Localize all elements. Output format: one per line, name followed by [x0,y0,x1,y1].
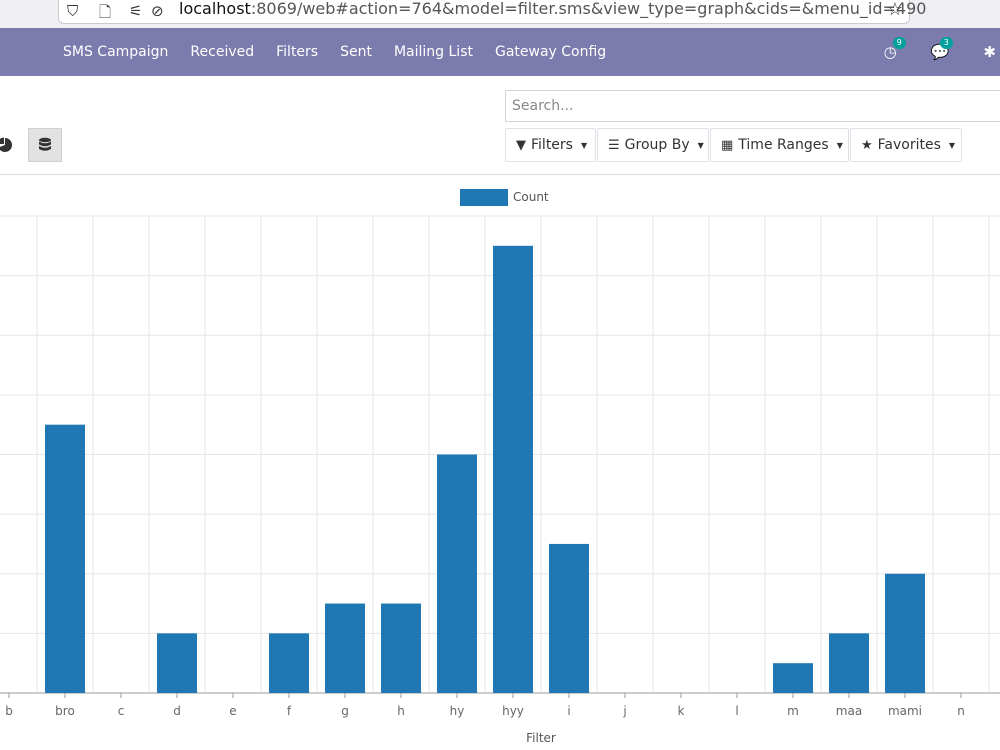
x-tick-label: n [957,704,965,718]
x-tick-label: bro [55,704,75,718]
filters-label: Filters [531,137,573,153]
browser-toolbar: ⛉ 🗋 ⚟ ⊘ localhost:8069/web#action=764&mo… [0,0,1000,28]
nav-item-gateway-config[interactable]: Gateway Config [494,44,607,60]
caret-down-icon: ▼ [948,140,956,150]
mute-icon[interactable]: ⊘ [151,2,164,20]
bar-g[interactable] [325,603,365,693]
bar-f[interactable] [269,633,309,693]
activity-badge: 9 [892,37,906,49]
x-tick-label: c [118,704,125,718]
pie-chart-view-button[interactable] [0,128,22,162]
group-by-dropdown[interactable]: ☰ Group By ▼ [597,128,709,162]
group-by-label: Group By [624,137,690,153]
pie-chart-icon [0,137,13,152]
systray: ◷ 9 💬 3 ✱ [862,28,1000,76]
caret-down-icon: ▼ [697,140,704,150]
x-tick-label: l [735,704,738,718]
caret-down-icon: ▼ [580,140,588,150]
calendar-icon: ▦ [721,137,734,153]
x-tick-label: g [341,704,349,718]
database-icon [39,137,51,151]
shield-icon[interactable]: ⛉ [67,2,79,20]
x-tick-label: hy [450,704,465,718]
url-bar[interactable]: ⛉ 🗋 ⚟ ⊘ localhost:8069/web#action=764&mo… [58,0,926,24]
bar-chart: b bro c d e f g h hy hyy i j k l m maa mami n Filter Count [0,189,1000,745]
favorites-label: Favorites [877,137,941,153]
x-axis-label: Filter [526,731,556,745]
x-tick-label: hyy [502,704,524,718]
x-tick-label: i [567,704,570,718]
x-tick-label: e [229,704,236,718]
favorites-dropdown[interactable]: ★ Favorites ▼ [850,128,962,162]
nav-item-sms-campaign[interactable]: SMS Campaign [63,44,169,60]
bar-mami[interactable] [885,573,925,693]
x-tick-label: j [622,704,626,718]
bar-m[interactable] [773,663,813,693]
filters-dropdown[interactable]: ▼ Filters ▼ [505,128,596,162]
bookmark-star-icon[interactable]: ☆ [886,0,903,20]
list-bars-icon: ☰ [608,137,620,153]
star-icon: ★ [861,137,873,153]
control-panel-divider [0,174,1000,175]
nav-item-sent[interactable]: Sent [340,44,372,60]
filter-funnel-icon: ▼ [516,137,526,153]
stacked-view-button[interactable] [28,128,62,162]
x-tick-label: mami [888,704,922,718]
legend-label-count[interactable]: Count [513,190,549,204]
x-tick-label: d [173,704,181,718]
nav-item-filters[interactable]: Filters [276,44,319,60]
messages-chat-icon[interactable]: 💬 3 [931,37,953,61]
nav-item-received[interactable]: Received [190,44,255,60]
permissions-icon[interactable]: ⚟ [129,2,143,20]
activity-clock-icon[interactable]: ◷ 9 [884,37,906,61]
bar-hy[interactable] [437,454,477,694]
bar-h[interactable] [381,603,421,693]
x-tick-label: f [287,704,292,718]
search-input[interactable] [505,90,1000,122]
time-ranges-label: Time Ranges [738,137,829,153]
bar-i[interactable] [549,543,589,693]
nav-item-mailing-list[interactable]: Mailing List [393,44,473,60]
messages-badge: 3 [939,37,953,49]
debug-bug-icon[interactable]: ✱ [983,43,996,61]
top-navbar: SMS Campaign Received Filters Sent Maili… [0,28,1000,76]
x-tick-label: maa [836,704,862,718]
time-ranges-dropdown[interactable]: ▦ Time Ranges ▼ [710,128,849,162]
caret-down-icon: ▼ [836,140,843,150]
bar-hyy[interactable] [493,245,533,693]
app-menu: SMS Campaign Received Filters Sent Maili… [63,28,628,76]
bar-maa[interactable] [829,633,869,693]
page-icon[interactable]: 🗋 [99,3,112,21]
x-tick-label: b [5,704,13,718]
x-tick-label: k [678,704,685,718]
url-text[interactable]: localhost:8069/web#action=764&model=filt… [179,0,927,18]
bar-d[interactable] [157,633,197,693]
bar-bro[interactable] [45,424,85,693]
x-tick-label: h [397,704,405,718]
legend-swatch-count[interactable] [460,189,508,206]
x-tick-label: m [787,704,799,718]
